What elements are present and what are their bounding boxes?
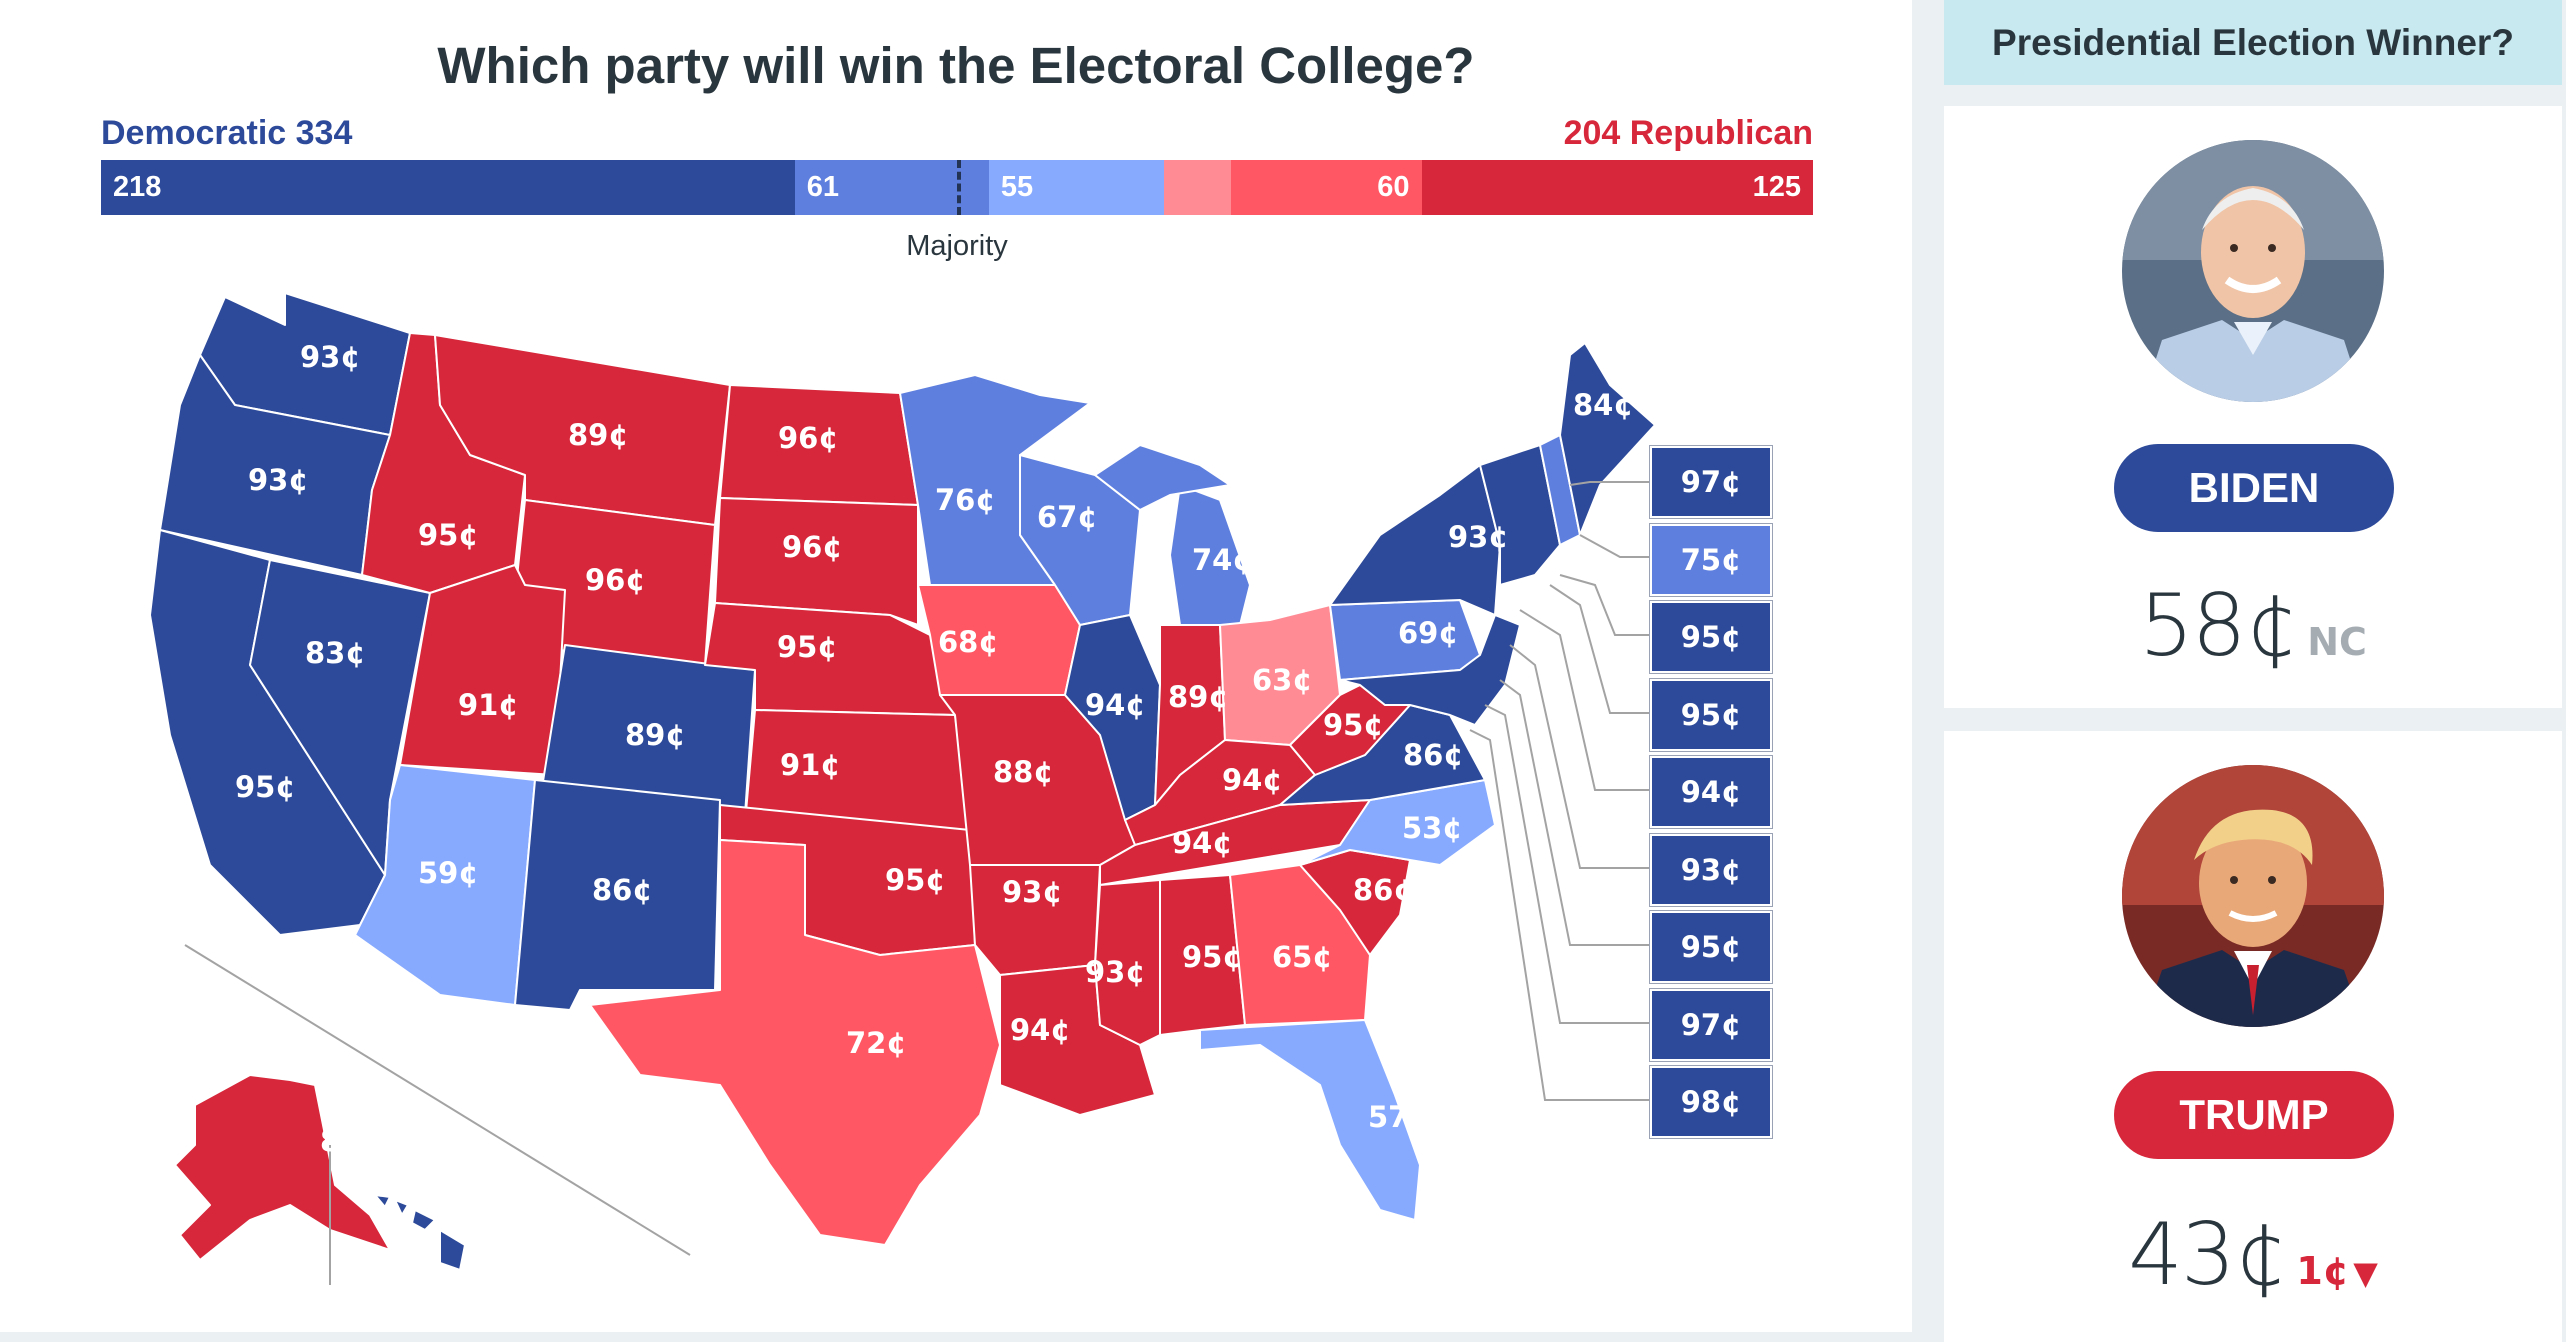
label-pa: 69¢ bbox=[1398, 616, 1459, 650]
label-mo: 88¢ bbox=[993, 755, 1054, 789]
small-state-box[interactable]: 93¢ bbox=[1649, 832, 1773, 907]
state-hi[interactable] bbox=[374, 1194, 466, 1271]
state-sd[interactable] bbox=[714, 497, 919, 626]
label-al: 95¢ bbox=[1182, 940, 1243, 974]
majority-label: Majority bbox=[906, 230, 1008, 262]
small-state-box[interactable]: 97¢ bbox=[1649, 445, 1773, 519]
label-la: 94¢ bbox=[1010, 1013, 1071, 1047]
label-wi: 67¢ bbox=[1037, 500, 1098, 534]
label-ne: 95¢ bbox=[777, 630, 838, 664]
avatar-biden bbox=[2122, 140, 2384, 402]
state-al[interactable] bbox=[1159, 874, 1246, 1036]
biden-price-row: 58¢ NC bbox=[1944, 576, 2562, 676]
small-state-box[interactable]: 95¢ bbox=[1649, 910, 1773, 984]
small-state-box[interactable]: 75¢ bbox=[1649, 522, 1773, 597]
trump-change: 1¢ ▼ bbox=[2296, 1249, 2378, 1293]
label-tn: 94¢ bbox=[1172, 826, 1233, 860]
label-ca: 95¢ bbox=[235, 770, 296, 804]
biden-change: NC bbox=[2307, 620, 2367, 664]
label-me: 84¢ bbox=[1573, 388, 1634, 422]
label-wa: 93¢ bbox=[300, 340, 361, 374]
small-state-box[interactable]: 95¢ bbox=[1649, 600, 1773, 674]
label-ks: 91¢ bbox=[780, 748, 841, 782]
label-oh: 63¢ bbox=[1252, 663, 1313, 697]
label-tx: 72¢ bbox=[846, 1026, 907, 1060]
candidate-card-trump[interactable]: TRUMP 43¢ 1¢ ▼ bbox=[1944, 731, 2562, 1342]
candidate-card-biden[interactable]: BIDEN 58¢ NC bbox=[1944, 106, 2562, 708]
label-mt: 89¢ bbox=[568, 418, 629, 452]
label-ok: 95¢ bbox=[885, 863, 946, 897]
label-ms: 93¢ bbox=[1085, 955, 1146, 989]
seat-segment: 61 bbox=[794, 160, 989, 215]
label-wy: 96¢ bbox=[585, 563, 646, 597]
biden-button[interactable]: BIDEN bbox=[2114, 444, 2394, 532]
label-ny: 93¢ bbox=[1448, 520, 1509, 554]
small-state-box[interactable]: 97¢ bbox=[1649, 987, 1773, 1062]
label-ak: 82¢ bbox=[320, 1124, 381, 1158]
arrow-down-icon: ▼ bbox=[2353, 1254, 2378, 1292]
trump-price-row: 43¢ 1¢ ▼ bbox=[1944, 1205, 2562, 1305]
page-title: Which party will win the Electoral Colle… bbox=[437, 37, 1475, 94]
label-ar: 93¢ bbox=[1002, 875, 1063, 909]
sidebar-header: Presidential Election Winner? bbox=[1944, 0, 2562, 85]
label-wv: 95¢ bbox=[1323, 708, 1384, 742]
avatar-trump bbox=[2122, 765, 2384, 1027]
democratic-total: Democratic 334 bbox=[101, 114, 353, 152]
biden-price: 58¢ bbox=[2139, 576, 2299, 676]
state-tx[interactable] bbox=[589, 839, 1001, 1246]
label-mn: 76¢ bbox=[935, 483, 996, 517]
label-sc: 86¢ bbox=[1353, 873, 1414, 907]
label-nc: 53¢ bbox=[1402, 811, 1463, 845]
label-va: 86¢ bbox=[1403, 738, 1464, 772]
state-nm[interactable] bbox=[514, 779, 721, 1011]
state-fl[interactable] bbox=[1199, 1019, 1421, 1221]
seat-segment bbox=[1163, 160, 1231, 215]
label-nm: 86¢ bbox=[592, 873, 653, 907]
label-ut: 91¢ bbox=[458, 688, 519, 722]
seat-segment: 60 bbox=[1230, 160, 1422, 215]
state-mid-atlantic[interactable] bbox=[1339, 614, 1521, 726]
label-ky: 94¢ bbox=[1222, 763, 1283, 797]
small-state-box[interactable]: 94¢ bbox=[1649, 755, 1773, 829]
trump-button[interactable]: TRUMP bbox=[2114, 1071, 2394, 1159]
label-il: 94¢ bbox=[1085, 688, 1146, 722]
seat-segment: 125 bbox=[1421, 160, 1813, 215]
label-sd: 96¢ bbox=[782, 530, 843, 564]
label-in: 89¢ bbox=[1168, 680, 1229, 714]
label-nv: 83¢ bbox=[305, 636, 366, 670]
label-az: 59¢ bbox=[418, 856, 479, 890]
small-state-box[interactable]: 98¢ bbox=[1649, 1065, 1773, 1139]
trump-price: 43¢ bbox=[2128, 1205, 2288, 1305]
us-electoral-map: 93¢ 93¢ 95¢ 83¢ 95¢ 89¢ 96¢ 91¢ 89¢ 59¢ … bbox=[149, 292, 1656, 1285]
map-panel: Which party will win the Electoral Colle… bbox=[0, 0, 1912, 1332]
label-nd: 96¢ bbox=[778, 421, 839, 455]
label-id: 95¢ bbox=[418, 518, 479, 552]
republican-total: 204 Republican bbox=[1563, 114, 1813, 152]
seat-segment: 218 bbox=[101, 160, 795, 215]
state-me[interactable] bbox=[1559, 342, 1656, 536]
label-co: 89¢ bbox=[625, 718, 686, 752]
state-ak[interactable] bbox=[174, 1074, 391, 1261]
electoral-seat-bar: 218 61 55 60 125 bbox=[101, 160, 1813, 215]
small-state-box[interactable]: 95¢ bbox=[1649, 677, 1773, 752]
label-fl: 57¢ bbox=[1368, 1100, 1429, 1134]
seat-segment: 55 bbox=[988, 160, 1164, 215]
majority-line bbox=[957, 160, 961, 215]
label-or: 93¢ bbox=[248, 463, 309, 497]
state-mi-up[interactable] bbox=[1094, 444, 1231, 511]
label-ia: 68¢ bbox=[938, 625, 999, 659]
label-ga: 65¢ bbox=[1272, 940, 1333, 974]
label-mi: 74¢ bbox=[1192, 543, 1253, 577]
